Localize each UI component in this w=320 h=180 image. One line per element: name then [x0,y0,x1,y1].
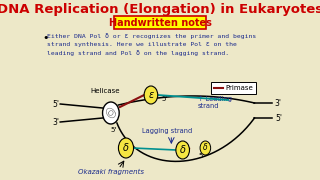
Text: Handwritten notes: Handwritten notes [108,17,212,28]
Text: 3': 3' [52,118,59,127]
Text: Primase: Primase [225,85,253,91]
Text: δ: δ [180,145,186,155]
Text: 5': 5' [198,153,205,159]
Circle shape [102,102,119,124]
Text: •: • [43,33,49,43]
FancyBboxPatch shape [211,82,256,93]
Text: δ: δ [203,143,208,152]
Circle shape [144,86,158,104]
Text: 5': 5' [161,96,168,102]
Text: leading strand and Pol δ on the lagging strand.: leading strand and Pol δ on the lagging … [47,50,229,56]
Text: 3': 3' [275,98,282,107]
Text: Okazaki fragments: Okazaki fragments [78,169,144,175]
FancyBboxPatch shape [114,15,206,28]
Text: δ: δ [123,143,129,153]
Text: Helicase: Helicase [90,88,120,94]
Text: 5': 5' [275,114,282,123]
Text: Either DNA Pol δ or ε recognizes the primer and begins: Either DNA Pol δ or ε recognizes the pri… [47,33,257,39]
Circle shape [176,141,189,159]
Text: ↑ Leading
strand: ↑ Leading strand [198,96,232,109]
Text: DNA Replication (Elongation) in Eukaryotes: DNA Replication (Elongation) in Eukaryot… [0,3,320,15]
Text: Lagging strand: Lagging strand [142,128,193,134]
Text: ε: ε [148,90,154,100]
Text: strand synthesis. Here we illustrate Pol ε on the: strand synthesis. Here we illustrate Pol… [47,42,237,46]
Circle shape [200,141,211,155]
Text: 5': 5' [52,100,59,109]
Text: 5': 5' [111,127,117,133]
Circle shape [118,138,133,158]
